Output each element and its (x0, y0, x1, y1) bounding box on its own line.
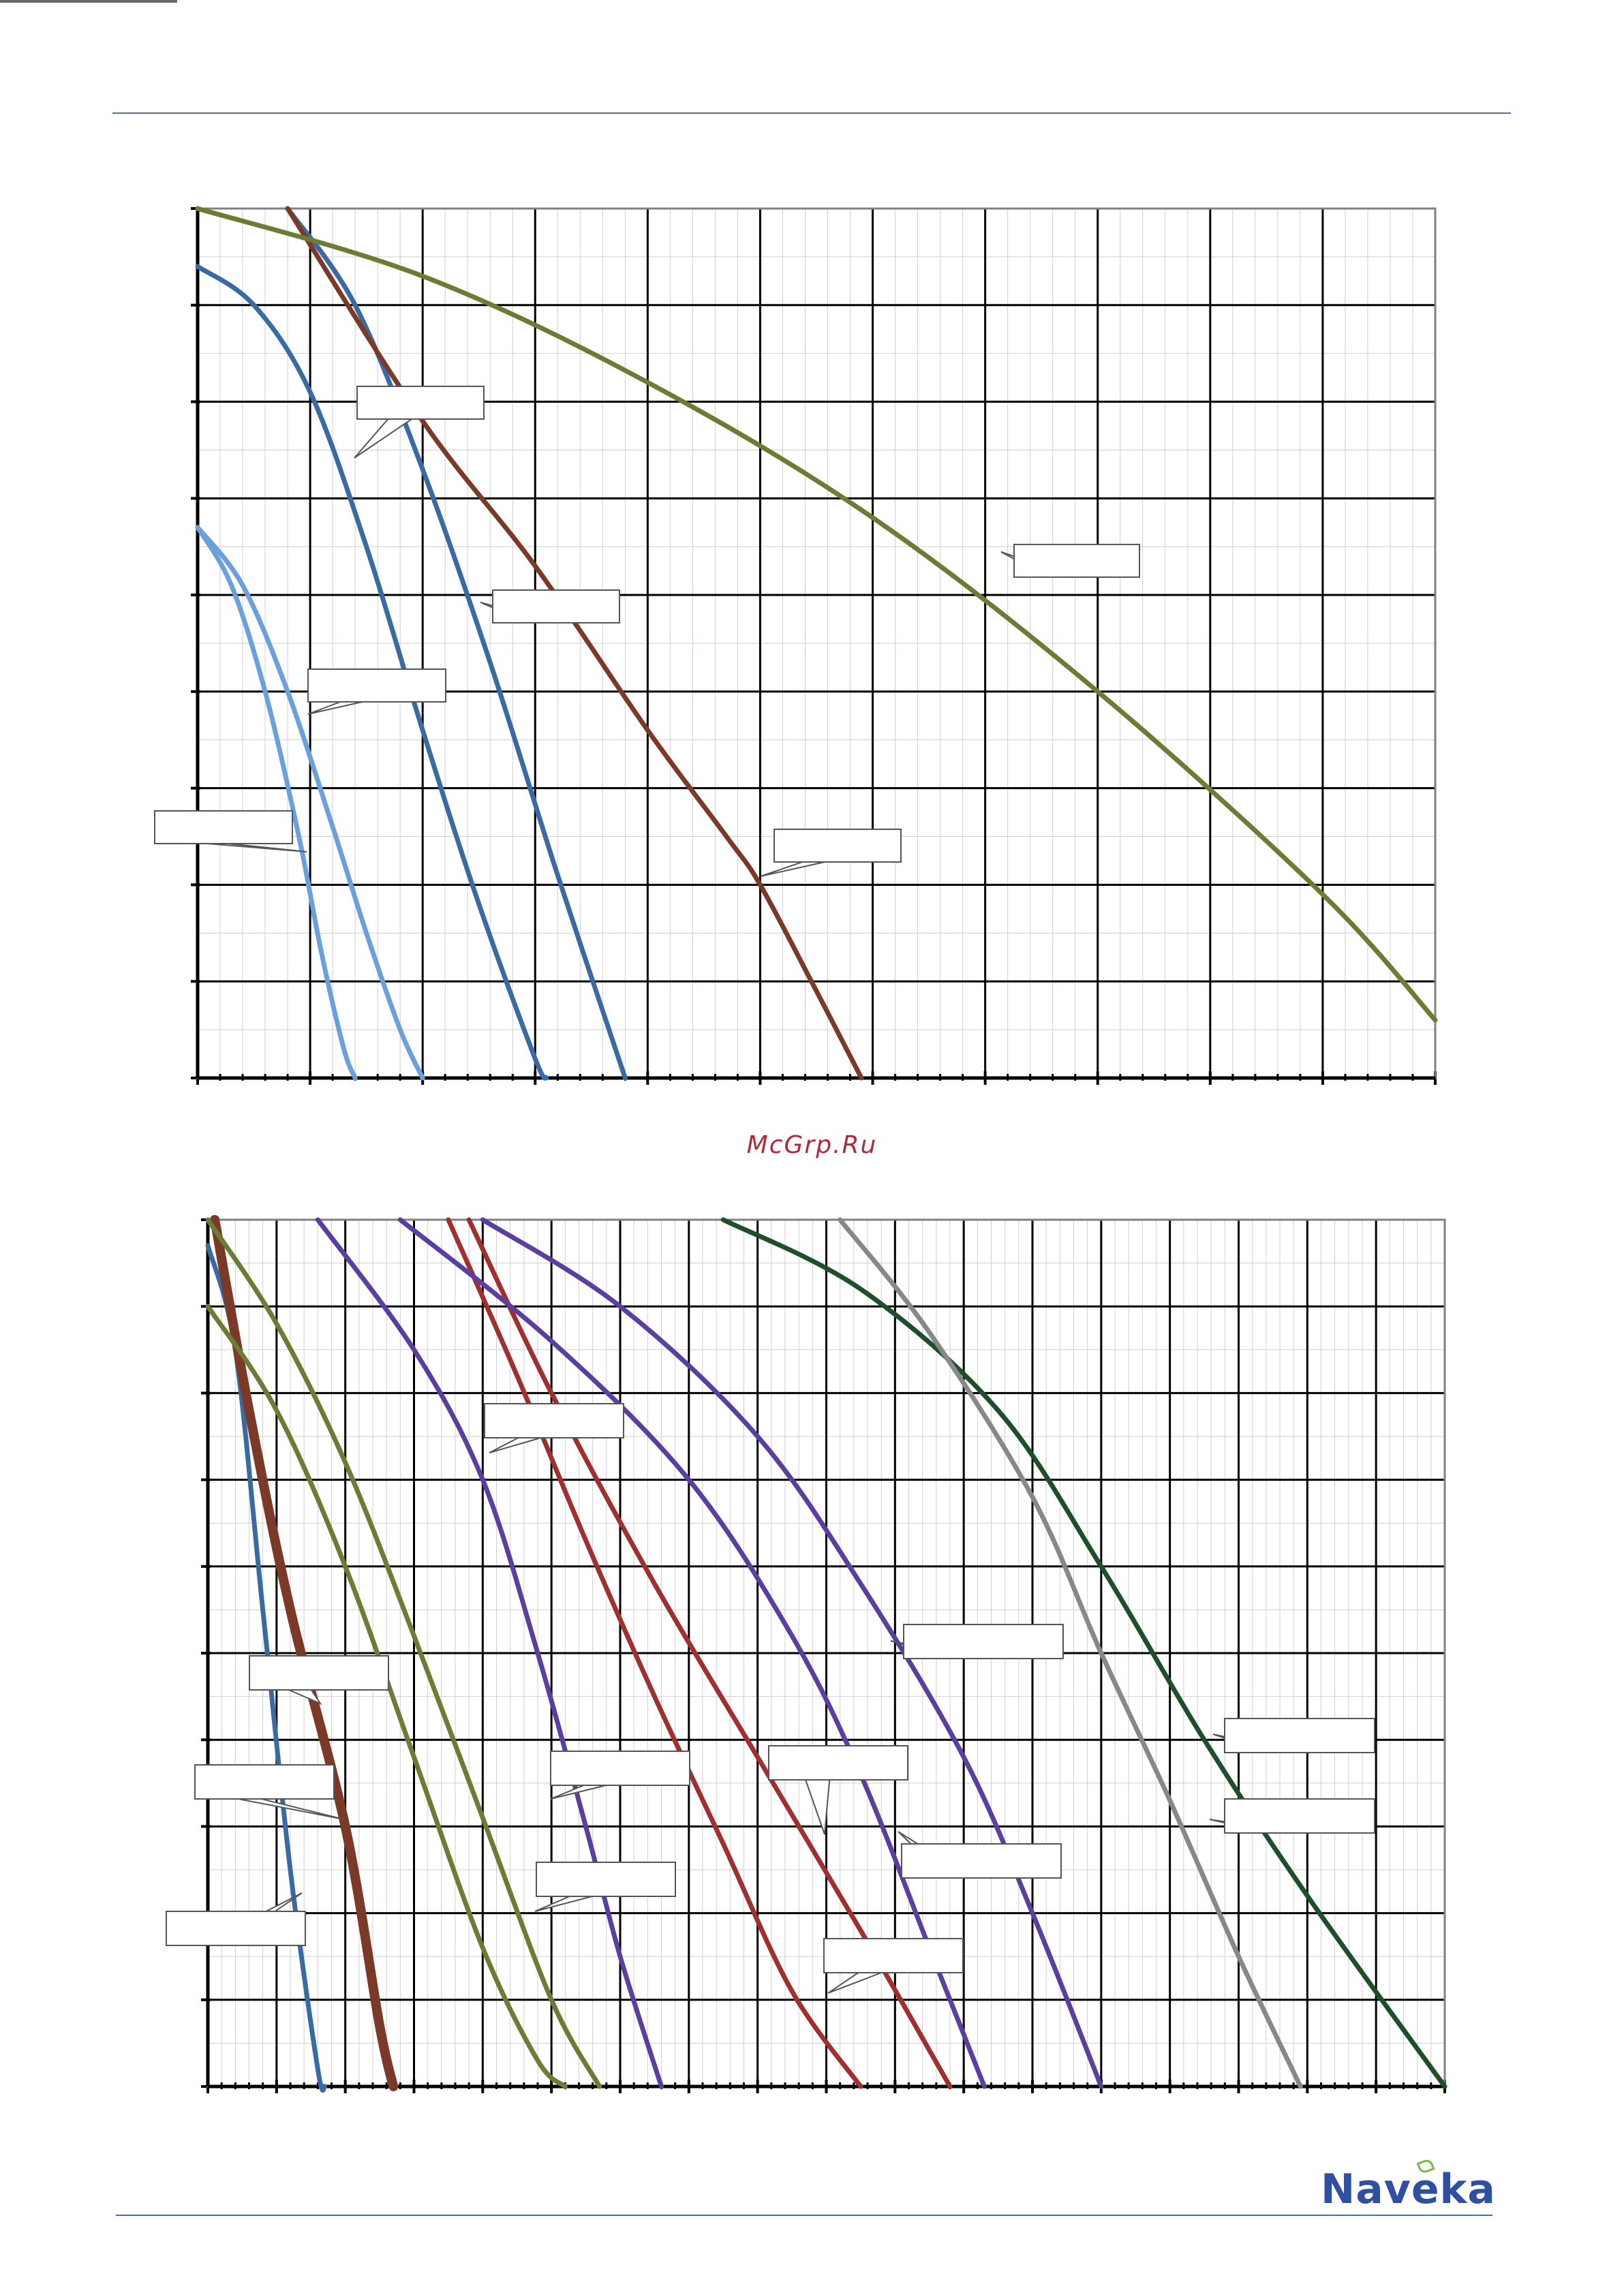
series-line-2-3 (205, 1304, 568, 2089)
series-line-2-10 (720, 1217, 1447, 2089)
footer-corner-rule (0, 0, 177, 3)
callout-pointer (760, 860, 831, 877)
callout-box (356, 386, 485, 420)
callout-box (823, 1938, 964, 1973)
callout-box (154, 810, 293, 844)
callout-box (1224, 1798, 1375, 1834)
header-rule (112, 112, 1511, 114)
callout-box (550, 1751, 690, 1786)
callout-box (768, 1745, 908, 1781)
callout-pointer (489, 1436, 546, 1453)
series-line-2-9 (480, 1217, 1104, 2089)
callout-box (492, 589, 620, 623)
callout-box (773, 829, 902, 863)
callout-box (1224, 1718, 1375, 1753)
footer-rule (116, 2215, 1492, 2216)
callout-pointer (534, 1894, 598, 1912)
logo-text: Naveka (1321, 2166, 1496, 2213)
callout-box (901, 1843, 1062, 1879)
series-line-1-2 (195, 525, 425, 1081)
series-line-1-4 (285, 206, 628, 1081)
series-line-2-11 (838, 1217, 1303, 2089)
callout-box (484, 1403, 624, 1438)
callout-box (166, 1911, 306, 1946)
callout-box (903, 1624, 1064, 1659)
series-line-1-3 (195, 264, 549, 1081)
callout-pointer (231, 1797, 345, 1820)
callout-box (194, 1764, 335, 1800)
callout-box (249, 1655, 389, 1691)
callout-pointer (354, 417, 416, 459)
series-line-2-5 (315, 1217, 664, 2089)
callout-pointer (827, 1971, 885, 1994)
series-line-2-6 (446, 1217, 863, 2089)
brand-logo: Naveka (1321, 2157, 1496, 2213)
series-line-2-4 (205, 1217, 602, 2089)
callout-pointer (550, 1783, 612, 1800)
series-line-1-6 (195, 206, 1438, 1023)
callout-box (536, 1862, 676, 1897)
watermark-text: McGrp.Ru (746, 1131, 878, 1159)
callout-box (307, 668, 446, 703)
callout-box (1013, 544, 1140, 578)
series-line-1-1 (195, 525, 358, 1081)
